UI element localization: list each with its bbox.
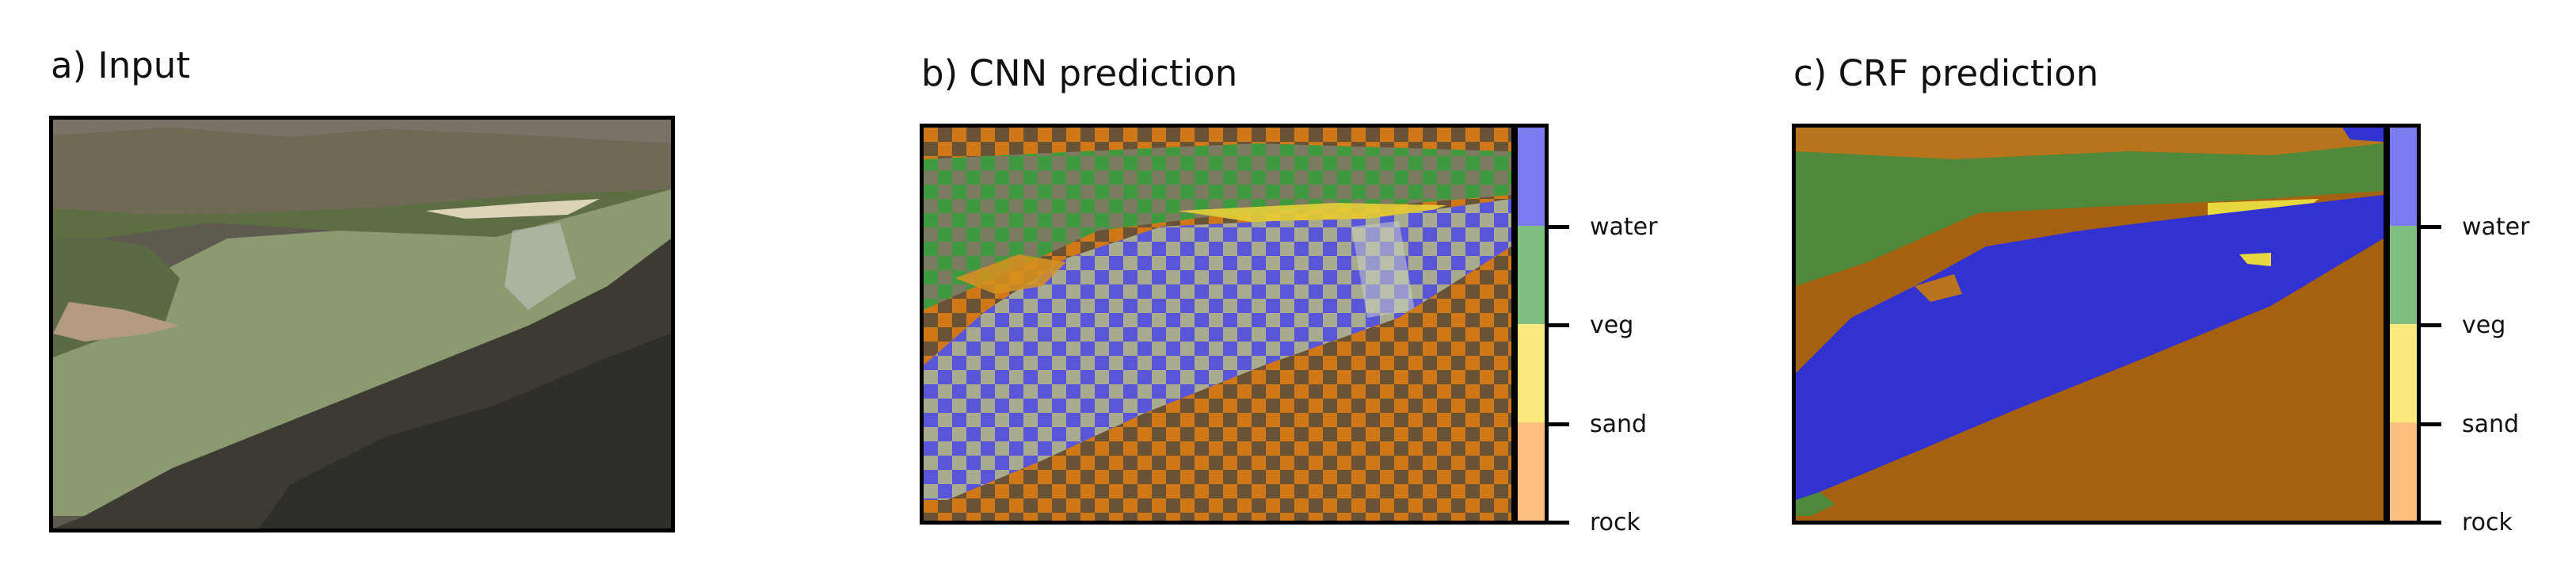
- cnn-tick-water: [1549, 225, 1569, 229]
- crf-tick-water: [2421, 225, 2441, 229]
- crf-colorbar-veg: [2390, 226, 2417, 324]
- input-photo-image: [53, 120, 671, 529]
- panel-a-title: a) Input: [51, 44, 190, 86]
- crf-tick-sand: [2421, 422, 2441, 426]
- cnn-colorbar-veg: [1518, 226, 1545, 324]
- crf-colorbar-rock: [2390, 422, 2417, 521]
- panel-b-title: b) CNN prediction: [921, 52, 1238, 94]
- cnn-label-rock: rock: [1590, 509, 1640, 536]
- crf-label-sand: sand: [2462, 410, 2520, 438]
- cnn-colorbar-sand: [1518, 324, 1545, 422]
- panel-c-title: c) CRF prediction: [1793, 52, 2099, 94]
- cnn-label-veg: veg: [1590, 311, 1634, 339]
- crf-label-veg: veg: [2462, 311, 2506, 339]
- cnn-tick-veg: [1549, 323, 1569, 327]
- crf-overlay: [1796, 128, 2384, 521]
- crf-colorbar-water: [2390, 128, 2417, 226]
- cnn-colorbar-water: [1518, 128, 1545, 226]
- cnn-label-water: water: [1590, 213, 1658, 241]
- cnn-colorbar-rock: [1518, 422, 1545, 521]
- crf-tick-rock: [2421, 521, 2441, 525]
- crf-label-water: water: [2462, 213, 2530, 241]
- cnn-overlay: [924, 128, 1511, 521]
- cnn-tick-sand: [1549, 422, 1569, 426]
- crf-colorbar-sand: [2390, 324, 2417, 422]
- input-photo: [49, 116, 675, 532]
- crf-tick-veg: [2421, 323, 2441, 327]
- cnn-colorbar: [1514, 124, 1549, 525]
- crf-colorbar: [2386, 124, 2421, 525]
- crf-prediction-image: [1792, 124, 2387, 525]
- cnn-label-sand: sand: [1590, 410, 1648, 438]
- cnn-tick-rock: [1549, 521, 1569, 525]
- cnn-prediction-image: [920, 124, 1515, 525]
- crf-label-rock: rock: [2462, 509, 2513, 536]
